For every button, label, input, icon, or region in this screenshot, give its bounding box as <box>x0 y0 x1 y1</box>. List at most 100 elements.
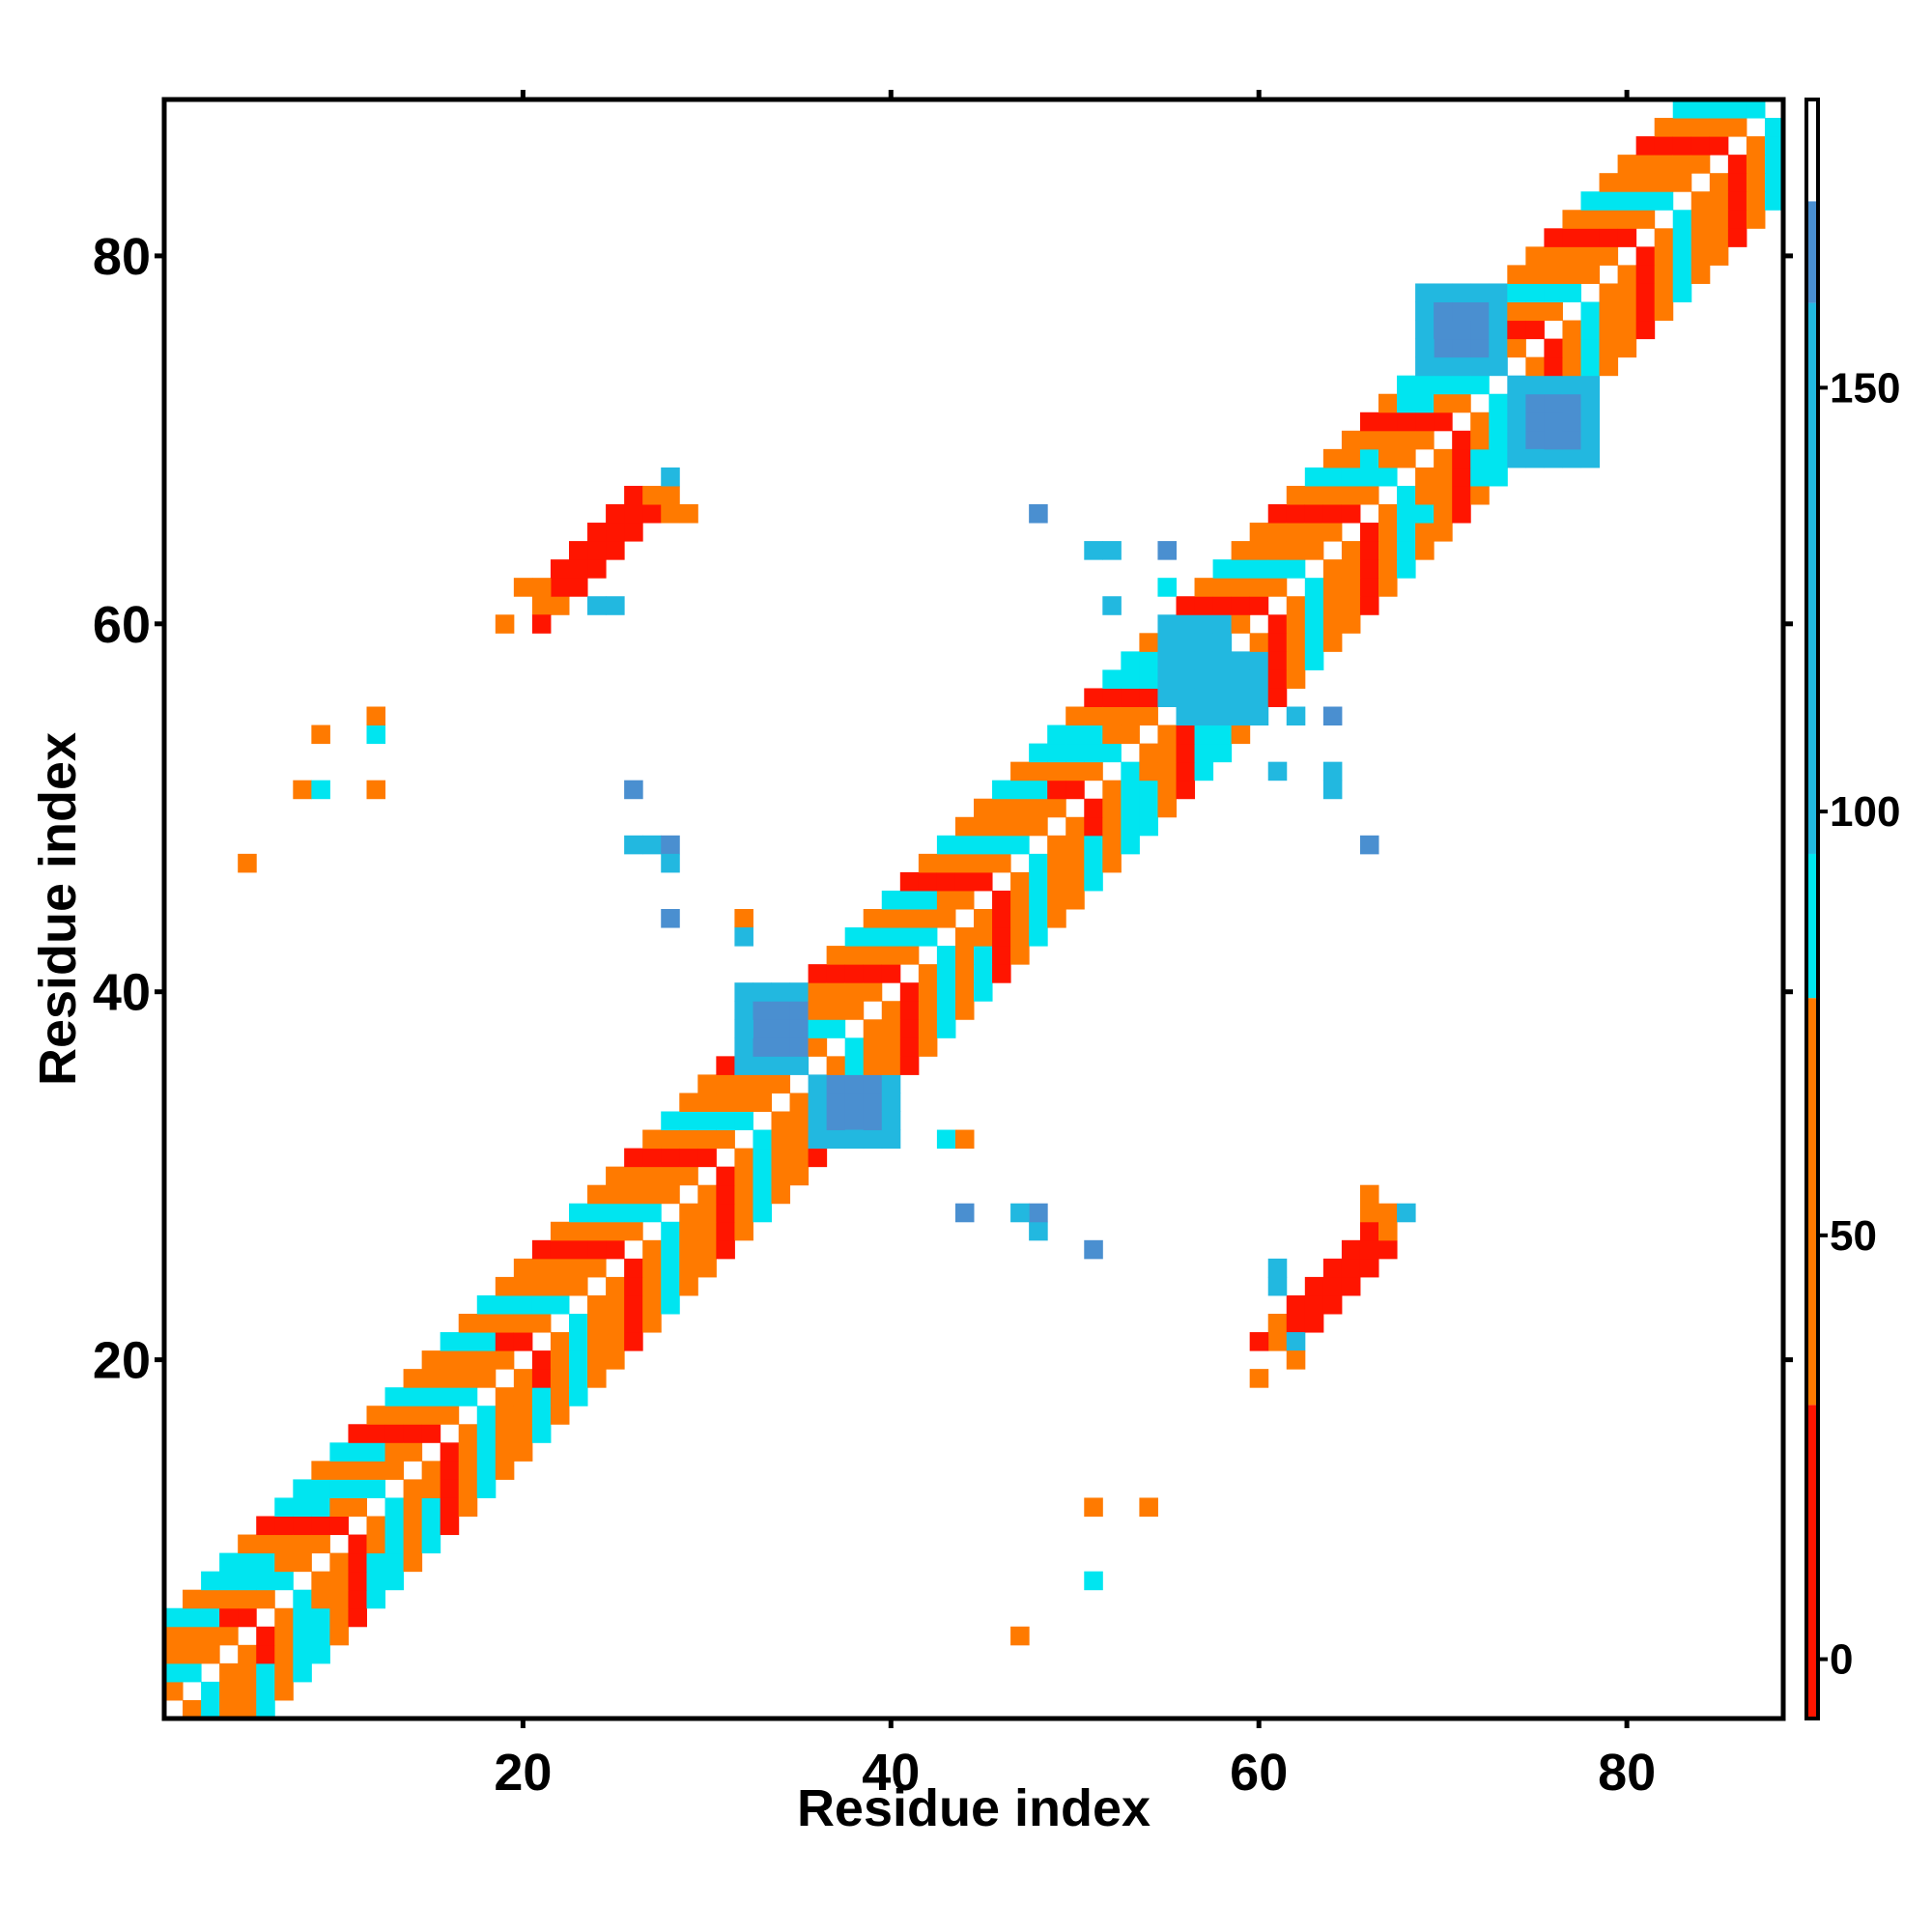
heatmap-cell <box>1580 356 1601 377</box>
heatmap-cell <box>1304 651 1324 670</box>
heatmap-cell <box>1322 467 1343 487</box>
heatmap-cell <box>1212 633 1233 652</box>
heatmap-cell <box>550 1406 570 1425</box>
heatmap-cell <box>863 1129 883 1150</box>
heatmap-cell <box>1690 210 1711 229</box>
heatmap-cell <box>293 1662 312 1683</box>
heatmap-cell <box>1212 743 1233 763</box>
heatmap-cell <box>1709 210 1729 229</box>
heatmap-cell <box>1470 430 1490 450</box>
heatmap-cell <box>1507 448 1526 469</box>
heatmap-cell <box>219 1607 239 1628</box>
heatmap-cell <box>1580 228 1601 247</box>
heatmap-cell <box>679 1276 698 1296</box>
heatmap-cell <box>1231 724 1251 745</box>
heatmap-cell <box>1672 155 1692 174</box>
heatmap-cell <box>1286 614 1306 634</box>
heatmap-cell <box>1562 430 1581 450</box>
heatmap-cell <box>881 909 901 928</box>
heatmap-cell <box>348 1442 367 1462</box>
heatmap-cell <box>1065 724 1085 745</box>
heatmap-cell <box>495 1387 515 1406</box>
heatmap-cell <box>1397 412 1416 432</box>
heatmap-cell <box>1434 485 1453 505</box>
heatmap-cell <box>550 559 570 579</box>
colorbar-segment <box>1806 302 1818 854</box>
heatmap-cell <box>1286 596 1306 615</box>
heatmap-cell <box>863 909 883 928</box>
heatmap-cell <box>899 1037 920 1057</box>
heatmap-cell <box>1157 743 1177 763</box>
heatmap-cell <box>1084 743 1103 763</box>
heatmap-cell <box>366 1534 386 1554</box>
heatmap-cell <box>1359 1258 1379 1278</box>
heatmap-cell <box>1397 448 1416 469</box>
heatmap-cell <box>606 504 625 524</box>
heatmap-cell <box>1525 412 1545 432</box>
heatmap-cell <box>1304 523 1324 542</box>
heatmap-cell <box>587 1221 607 1241</box>
heatmap-cell <box>164 1626 184 1646</box>
heatmap-cell <box>1544 283 1563 302</box>
heatmap-cell <box>936 1001 956 1020</box>
heatmap-cell <box>569 1332 588 1351</box>
heatmap-cell <box>679 504 698 524</box>
heatmap-cell <box>1452 356 1471 377</box>
heatmap-cell <box>789 982 810 1002</box>
heatmap-cell <box>1489 320 1508 340</box>
heatmap-cell <box>311 780 330 800</box>
heatmap-cell <box>1599 173 1619 192</box>
heatmap-cell <box>1489 412 1508 432</box>
heatmap-cell <box>918 1037 938 1057</box>
heatmap-cell <box>311 1479 330 1498</box>
heatmap-cell <box>1397 393 1416 413</box>
heatmap-cell <box>1580 210 1601 229</box>
x-tick-label: 80 <box>1598 1744 1656 1802</box>
heatmap-cell <box>1654 228 1674 247</box>
heatmap-cell <box>661 485 680 505</box>
heatmap-cell <box>421 1461 441 1480</box>
heatmap-cell <box>569 1276 588 1296</box>
heatmap-cell <box>1580 320 1601 340</box>
heatmap-cell <box>476 1424 497 1443</box>
heatmap-cell <box>1157 761 1177 781</box>
heatmap-cell <box>974 816 993 837</box>
heatmap-cell <box>1470 375 1490 395</box>
heatmap-cell <box>716 1074 735 1094</box>
heatmap-cell <box>1139 651 1158 670</box>
heatmap-cell <box>1029 871 1048 892</box>
heatmap-cell <box>1267 669 1288 689</box>
heatmap-cell <box>587 1314 607 1333</box>
heatmap-cell <box>1635 265 1656 284</box>
heatmap-cell <box>1322 1294 1343 1315</box>
heatmap-cell <box>1562 412 1581 432</box>
heatmap-cell <box>1359 523 1379 542</box>
heatmap-cell <box>329 1552 349 1573</box>
heatmap-cell <box>293 1497 312 1517</box>
heatmap-cell <box>1267 761 1288 781</box>
heatmap-cell <box>1378 393 1398 413</box>
heatmap-cell <box>624 523 643 542</box>
heatmap-cell <box>1249 578 1269 597</box>
heatmap-cell <box>1507 320 1526 340</box>
heatmap-cell <box>1341 596 1361 615</box>
heatmap-cell <box>734 1093 753 1112</box>
heatmap-cell <box>1617 210 1637 229</box>
heatmap-cell <box>1562 228 1581 247</box>
heatmap-cell <box>1047 761 1066 781</box>
heatmap-cell <box>1286 706 1306 726</box>
heatmap-cell <box>1286 559 1306 579</box>
heatmap-cell <box>440 1479 460 1498</box>
heatmap-cell <box>954 927 975 947</box>
heatmap-cell <box>1267 614 1288 634</box>
heatmap-cell <box>954 964 975 983</box>
heatmap-cell <box>348 1552 367 1573</box>
heatmap-cell <box>550 1332 570 1351</box>
heatmap-cell <box>1010 780 1030 800</box>
heatmap-cell <box>1322 504 1343 524</box>
heatmap-cell <box>495 1332 515 1351</box>
heatmap-cell <box>1322 523 1343 542</box>
heatmap-cell <box>329 1479 349 1498</box>
heatmap-cell <box>1267 578 1288 597</box>
